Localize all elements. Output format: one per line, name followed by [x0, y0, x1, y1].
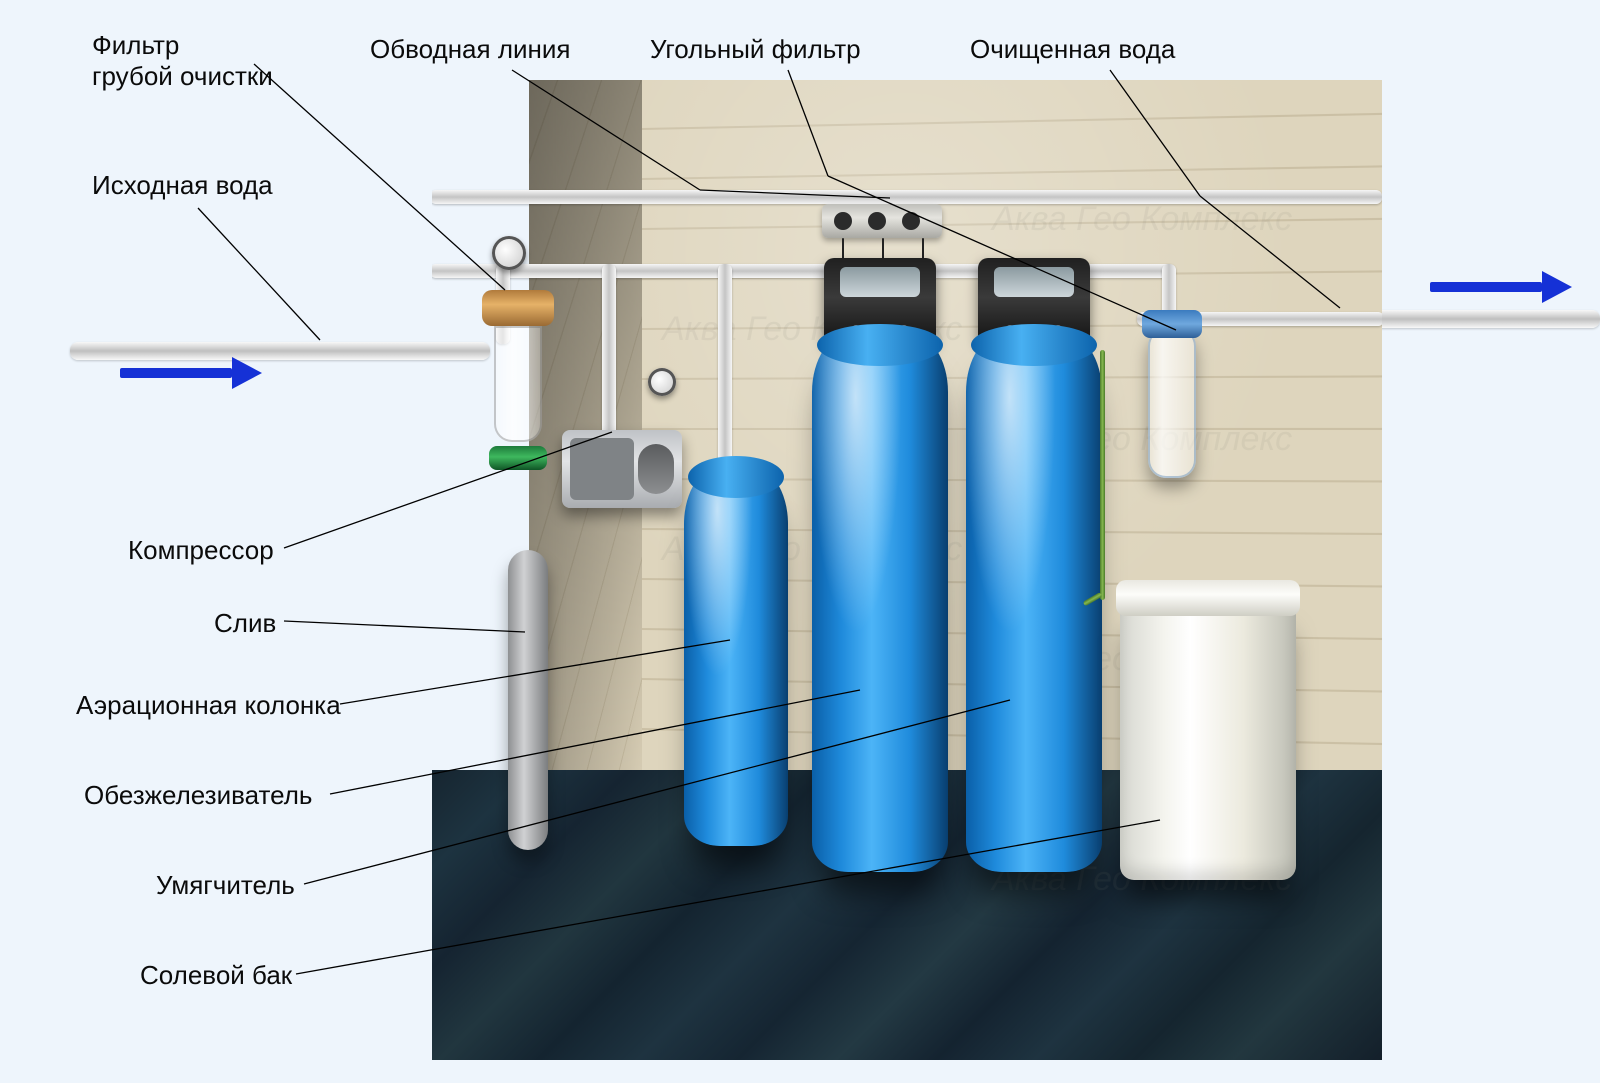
label-clean-water: Очищенная вода: [970, 34, 1175, 65]
softener-tank: [966, 332, 1102, 872]
inlet-pipe: [70, 342, 490, 360]
label-carbon: Угольный фильтр: [650, 34, 861, 65]
brine-tank: [1120, 600, 1296, 880]
carbon-cartridge: [1148, 328, 1196, 478]
pressure-gauge: [492, 236, 526, 270]
diagram-stage: Аква Гео КомплексАква Гео КомплексАква Г…: [0, 0, 1600, 1083]
pipe-bypass: [432, 190, 1382, 204]
deironizer-tank: [812, 332, 948, 872]
label-deironizer: Обезжелезиватель: [84, 780, 312, 811]
coarse-prefilter: [482, 290, 554, 470]
aeration-tank: [684, 464, 788, 846]
air-compressor: [562, 430, 682, 508]
label-compressor: Компрессор: [128, 535, 274, 566]
label-coarse-filter: Фильтргрубой очистки: [92, 30, 273, 92]
drain-pipe: [508, 550, 548, 850]
brine-tubing: [1100, 350, 1105, 600]
compressor-gauge: [648, 368, 676, 396]
label-brine: Солевой бак: [140, 960, 292, 991]
label-aeration: Аэрационная колонка: [76, 690, 341, 721]
label-raw-water: Исходная вода: [92, 170, 273, 201]
label-bypass: Обводная линия: [370, 34, 570, 65]
label-softener: Умягчитель: [156, 870, 295, 901]
power-outlet: [822, 204, 942, 238]
label-drain: Слив: [214, 608, 276, 639]
render-panel: Аква Гео КомплексАква Гео КомплексАква Г…: [432, 80, 1382, 1060]
